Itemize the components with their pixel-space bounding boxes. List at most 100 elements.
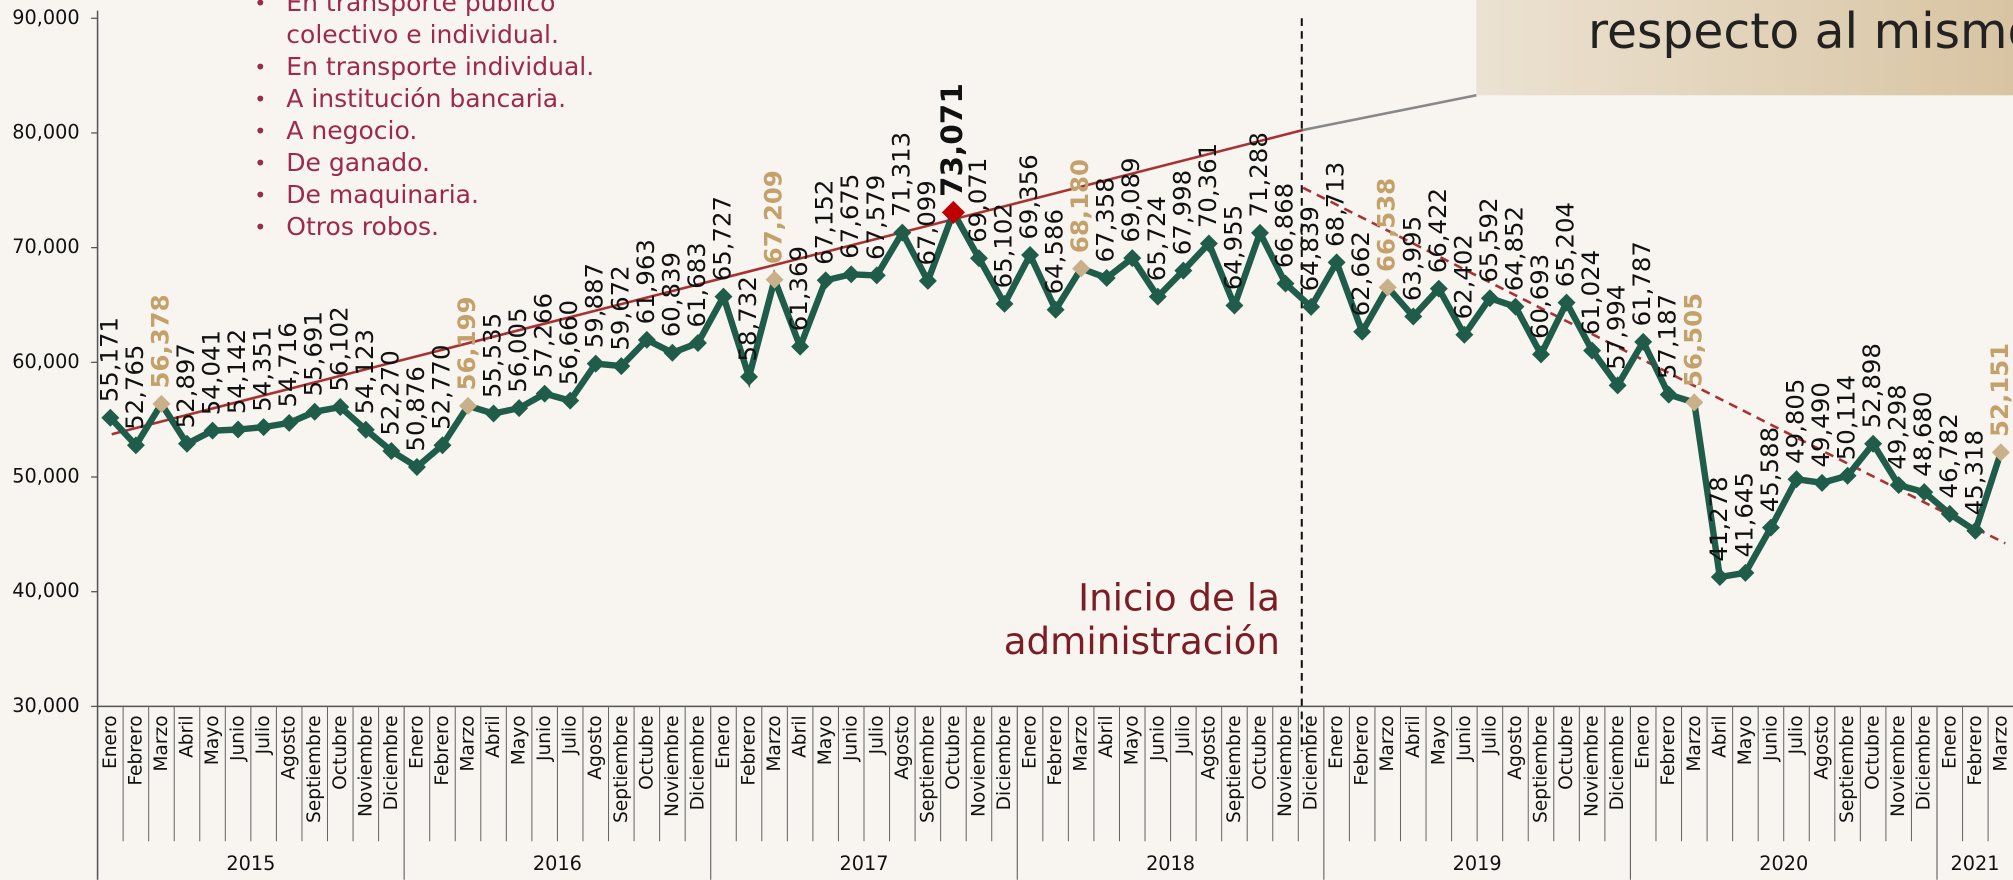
x-tick-label: Agosto [1812, 715, 1833, 779]
x-tick-label: Febrero [1045, 715, 1066, 785]
x-tick-label: Julio [866, 715, 887, 755]
page: {"chart_data":{"type":"line", "categorie… [0, 0, 2013, 880]
bullet-text: De maquinaria. [286, 180, 479, 209]
x-tick-label: Mayo [1428, 715, 1449, 765]
x-tick-label: Febrero [1965, 715, 1986, 785]
chart: 30,00040,00050,00060,00070,00080,00090,0… [0, 0, 2013, 880]
x-tick-label: Junio [841, 715, 862, 762]
x-tick-label: Noviembre [662, 715, 683, 817]
bullet-dot: • [254, 215, 266, 239]
x-tick-label: Enero [406, 715, 427, 769]
x-tick-label: Enero [1633, 715, 1654, 769]
x-tick-label: Noviembre [1275, 715, 1296, 817]
bullet-dot: • [254, 151, 266, 175]
x-tick-label: Mayo [815, 715, 836, 765]
bullet-dot: • [254, 0, 266, 15]
x-tick-label: Mayo [202, 715, 223, 765]
x-tick-label: Marzo [764, 715, 785, 771]
x-tick-label: Abril [1403, 715, 1424, 758]
y-tick-label: 40,000 [12, 579, 79, 602]
bullet-text: Otros robos. [286, 212, 439, 241]
y-tick-label: 80,000 [12, 120, 79, 143]
x-tick-label: Junio [1760, 715, 1781, 762]
bullet-text: colectivo e individual. [286, 20, 559, 49]
x-tick-label: Noviembre [968, 715, 989, 817]
x-tick-label: Agosto [585, 715, 606, 779]
x-tick-label: Marzo [458, 715, 479, 771]
x-tick-label: Noviembre [1888, 715, 1909, 817]
x-tick-label: Febrero [1352, 715, 1373, 785]
x-tick-label: Agosto [1198, 715, 1219, 779]
year-label: 2020 [1759, 852, 1808, 875]
x-tick-label: Junio [1147, 715, 1168, 762]
year-label: 2016 [533, 852, 582, 875]
x-tick-label: Enero [1020, 715, 1041, 769]
bullet-dot: • [254, 87, 266, 111]
year-label: 2017 [839, 852, 888, 875]
y-tick-label: 30,000 [12, 694, 79, 717]
x-tick-label: Diciembre [1301, 715, 1322, 810]
x-tick-label: Octubre [1556, 715, 1577, 789]
x-tick-label: Diciembre [994, 715, 1015, 810]
bullet-dot: • [254, 119, 266, 143]
x-tick-label: Febrero [739, 715, 760, 785]
bullet-text: A institución bancaria. [286, 84, 566, 113]
x-tick-label: Agosto [892, 715, 913, 779]
x-tick-label: Octubre [1863, 715, 1884, 789]
x-tick-label: Abril [176, 715, 197, 758]
x-tick-label: Septiembre [611, 715, 632, 823]
x-tick-label: Julio [1173, 715, 1194, 755]
x-tick-label: Abril [483, 715, 504, 758]
bullet-dot: • [254, 55, 266, 79]
y-tick-label: 50,000 [12, 465, 79, 488]
x-tick-label: Septiembre [304, 715, 325, 823]
x-tick-label: Octubre [943, 715, 964, 789]
header-text: respecto al mismo [1588, 3, 2013, 60]
x-tick-label: Abril [790, 715, 811, 758]
value-label: 58,732 [733, 276, 762, 361]
x-tick-label: Marzo [1684, 715, 1705, 771]
x-tick-label: Septiembre [917, 715, 938, 823]
x-tick-label: Diciembre [1607, 715, 1628, 810]
value-label: 56,505 [1678, 293, 1707, 387]
marker-annotation: administración [1004, 619, 1280, 663]
y-tick-label: 60,000 [12, 350, 79, 373]
x-tick-label: Enero [100, 715, 121, 769]
x-tick-label: Julio [1786, 715, 1807, 755]
x-tick-label: Mayo [1735, 715, 1756, 765]
bullet-text: En transporte público [286, 0, 555, 17]
x-tick-label: Febrero [1658, 715, 1679, 785]
x-tick-label: Diciembre [1914, 715, 1935, 810]
x-tick-label: Julio [253, 715, 274, 755]
x-tick-label: Diciembre [687, 715, 708, 810]
x-tick-label: Marzo [1990, 715, 2011, 771]
x-tick-label: Junio [1454, 715, 1475, 762]
x-tick-label: Marzo [151, 715, 172, 771]
x-tick-label: Octubre [330, 715, 351, 789]
value-label: 65,727 [707, 196, 736, 281]
x-tick-label: Mayo [1122, 715, 1143, 765]
bullet-text: A negocio. [286, 116, 417, 145]
x-tick-label: Julio [560, 715, 581, 755]
x-tick-label: Septiembre [1837, 715, 1858, 823]
value-label: 45,318 [1959, 430, 1988, 515]
marker-annotation: Inicio de la [1078, 575, 1280, 619]
year-label: 2019 [1453, 852, 1502, 875]
x-tick-label: Enero [713, 715, 734, 769]
bullet-text: De ganado. [286, 148, 430, 177]
x-tick-label: Febrero [432, 715, 453, 785]
value-label: 64,955 [1218, 205, 1247, 290]
x-tick-label: Enero [1326, 715, 1347, 769]
x-tick-label: Mayo [509, 715, 530, 765]
x-tick-label: Agosto [279, 715, 300, 779]
x-tick-label: Abril [1709, 715, 1730, 758]
x-tick-label: Junio [228, 715, 249, 762]
x-tick-label: Abril [1096, 715, 1117, 758]
y-tick-label: 70,000 [12, 235, 79, 258]
value-label: 52,151 [1985, 343, 2013, 437]
x-tick-label: Noviembre [355, 715, 376, 817]
x-tick-label: Octubre [636, 715, 657, 789]
bullet-text: En transporte individual. [286, 52, 594, 81]
x-tick-label: Septiembre [1224, 715, 1245, 823]
bullet-dot: • [254, 183, 266, 207]
